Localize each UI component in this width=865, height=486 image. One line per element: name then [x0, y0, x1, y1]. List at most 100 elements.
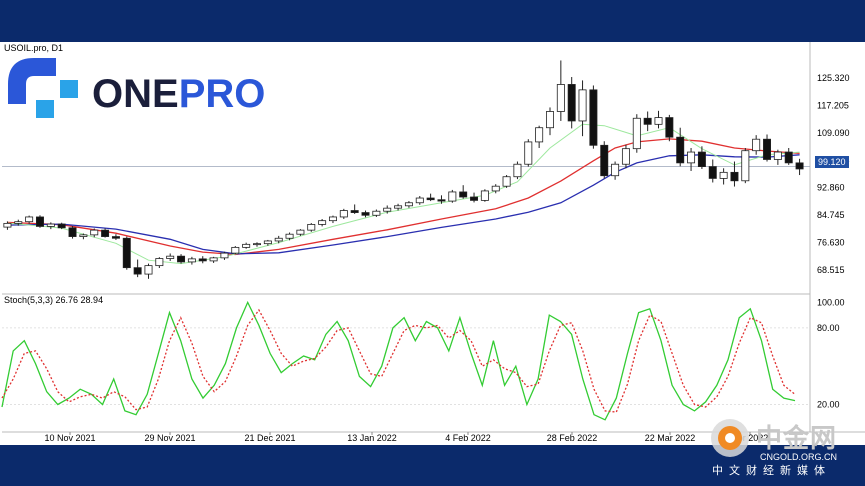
- candle-body: [404, 202, 413, 207]
- candle-body: [274, 237, 283, 242]
- candle-body: [459, 191, 468, 198]
- stochastic-tick-label: 20.00: [817, 399, 840, 409]
- candle-body: [328, 216, 337, 222]
- stochastic-tick-label: 100.00: [817, 297, 845, 307]
- candle-body: [231, 246, 240, 254]
- candle-body: [144, 265, 153, 275]
- candle-body: [68, 227, 77, 237]
- candle-body: [448, 191, 457, 202]
- symbol-label: USOIL.pro, D1: [4, 43, 64, 53]
- candle-body: [25, 216, 34, 223]
- candle-body: [285, 233, 294, 239]
- logo-text-pro: PRO: [178, 72, 266, 116]
- top-banner: [0, 0, 865, 42]
- watermark-subtitle: 中文财经新媒体: [712, 464, 831, 477]
- candle-body: [480, 190, 489, 201]
- candle-body: [763, 138, 772, 160]
- candle-body: [719, 171, 728, 179]
- candle-body: [697, 151, 706, 167]
- onepro-logo-mark: [8, 58, 78, 118]
- candle-body: [46, 223, 55, 227]
- candle-body: [361, 212, 370, 216]
- price-tick-label: 84.745: [817, 210, 845, 220]
- candle-body: [383, 207, 392, 212]
- time-tick-label: 13 Jan 2022: [347, 433, 397, 443]
- candle-body: [491, 185, 500, 192]
- price-tick-label: 109.090: [817, 128, 850, 138]
- candle-body: [318, 220, 327, 225]
- candle-body: [209, 257, 218, 262]
- candle-body: [57, 223, 66, 229]
- candle-body: [253, 243, 261, 246]
- candle-body: [730, 171, 739, 182]
- candle-body: [14, 221, 23, 224]
- candle-body: [784, 151, 793, 164]
- candle-body: [600, 144, 609, 177]
- price-tick-label: 125.320: [817, 73, 850, 83]
- candle-body: [524, 141, 533, 165]
- candle-body: [166, 255, 175, 259]
- candle-body: [621, 148, 630, 165]
- time-tick-label: Apr 2022: [732, 433, 769, 443]
- candle-body: [307, 223, 316, 231]
- candle-body: [611, 163, 620, 177]
- candle-body: [177, 255, 186, 263]
- time-tick-label: 29 Nov 2021: [144, 433, 195, 443]
- candle-body: [415, 197, 424, 204]
- stochastic-label: Stoch(5,3,3) 26.76 28.94: [4, 295, 104, 305]
- candle-body: [578, 89, 587, 122]
- candle-body: [589, 89, 598, 146]
- candle-body: [3, 222, 12, 228]
- candle-body: [556, 84, 565, 112]
- price-tick-label: 76.630: [817, 238, 845, 248]
- candle-body: [339, 210, 348, 218]
- candle-body: [122, 237, 131, 269]
- candle-body: [795, 162, 804, 170]
- candle-body: [513, 163, 522, 178]
- candle-body: [111, 236, 120, 239]
- candle-body: [155, 258, 164, 267]
- time-tick-label: 4 Feb 2022: [445, 433, 491, 443]
- candle-body: [187, 258, 196, 263]
- candle-body: [643, 117, 652, 125]
- candle-body: [437, 199, 446, 202]
- time-tick-label: 22 Mar 2022: [645, 433, 696, 443]
- onepro-logo: [6, 54, 266, 134]
- chart-area: [0, 42, 865, 445]
- candle-body: [133, 267, 142, 275]
- candle-body: [741, 150, 750, 182]
- cngold-watermark-logo: [711, 419, 749, 457]
- candle-body: [535, 127, 544, 143]
- candle-body: [546, 111, 554, 129]
- candle-body: [567, 84, 576, 122]
- stochastic-signal-line: [1, 308, 796, 413]
- onepro-logo-text: ONEPRO: [92, 72, 265, 117]
- time-tick-label: 28 Feb 2022: [547, 433, 598, 443]
- stochastic-main-line: [1, 300, 796, 421]
- stochastic-tick-label: 80.00: [817, 323, 840, 333]
- candle-body: [263, 240, 272, 245]
- candle-body: [665, 117, 674, 138]
- price-tick-label: 68.515: [817, 265, 845, 275]
- candle-body: [687, 151, 696, 164]
- candle-body: [220, 252, 229, 259]
- candle-body: [296, 229, 305, 235]
- candle-body: [632, 117, 641, 150]
- candle-body: [752, 138, 761, 152]
- watermark-brand: 中金网: [756, 424, 838, 454]
- time-tick-label: 21 Dec 2021: [244, 433, 295, 443]
- candle-body: [350, 210, 359, 213]
- candle-body: [502, 176, 511, 187]
- candle-body: [773, 151, 782, 160]
- moving-average-line: [7, 138, 800, 256]
- price-tick-label: 117.205: [817, 100, 849, 110]
- candle-body: [35, 216, 44, 227]
- candle-body: [198, 258, 207, 262]
- candle-body: [372, 210, 381, 216]
- candle-body: [101, 229, 110, 237]
- candle-body: [654, 117, 663, 125]
- candle-body: [470, 196, 479, 201]
- candle-body: [394, 205, 403, 209]
- candle-body: [676, 136, 685, 164]
